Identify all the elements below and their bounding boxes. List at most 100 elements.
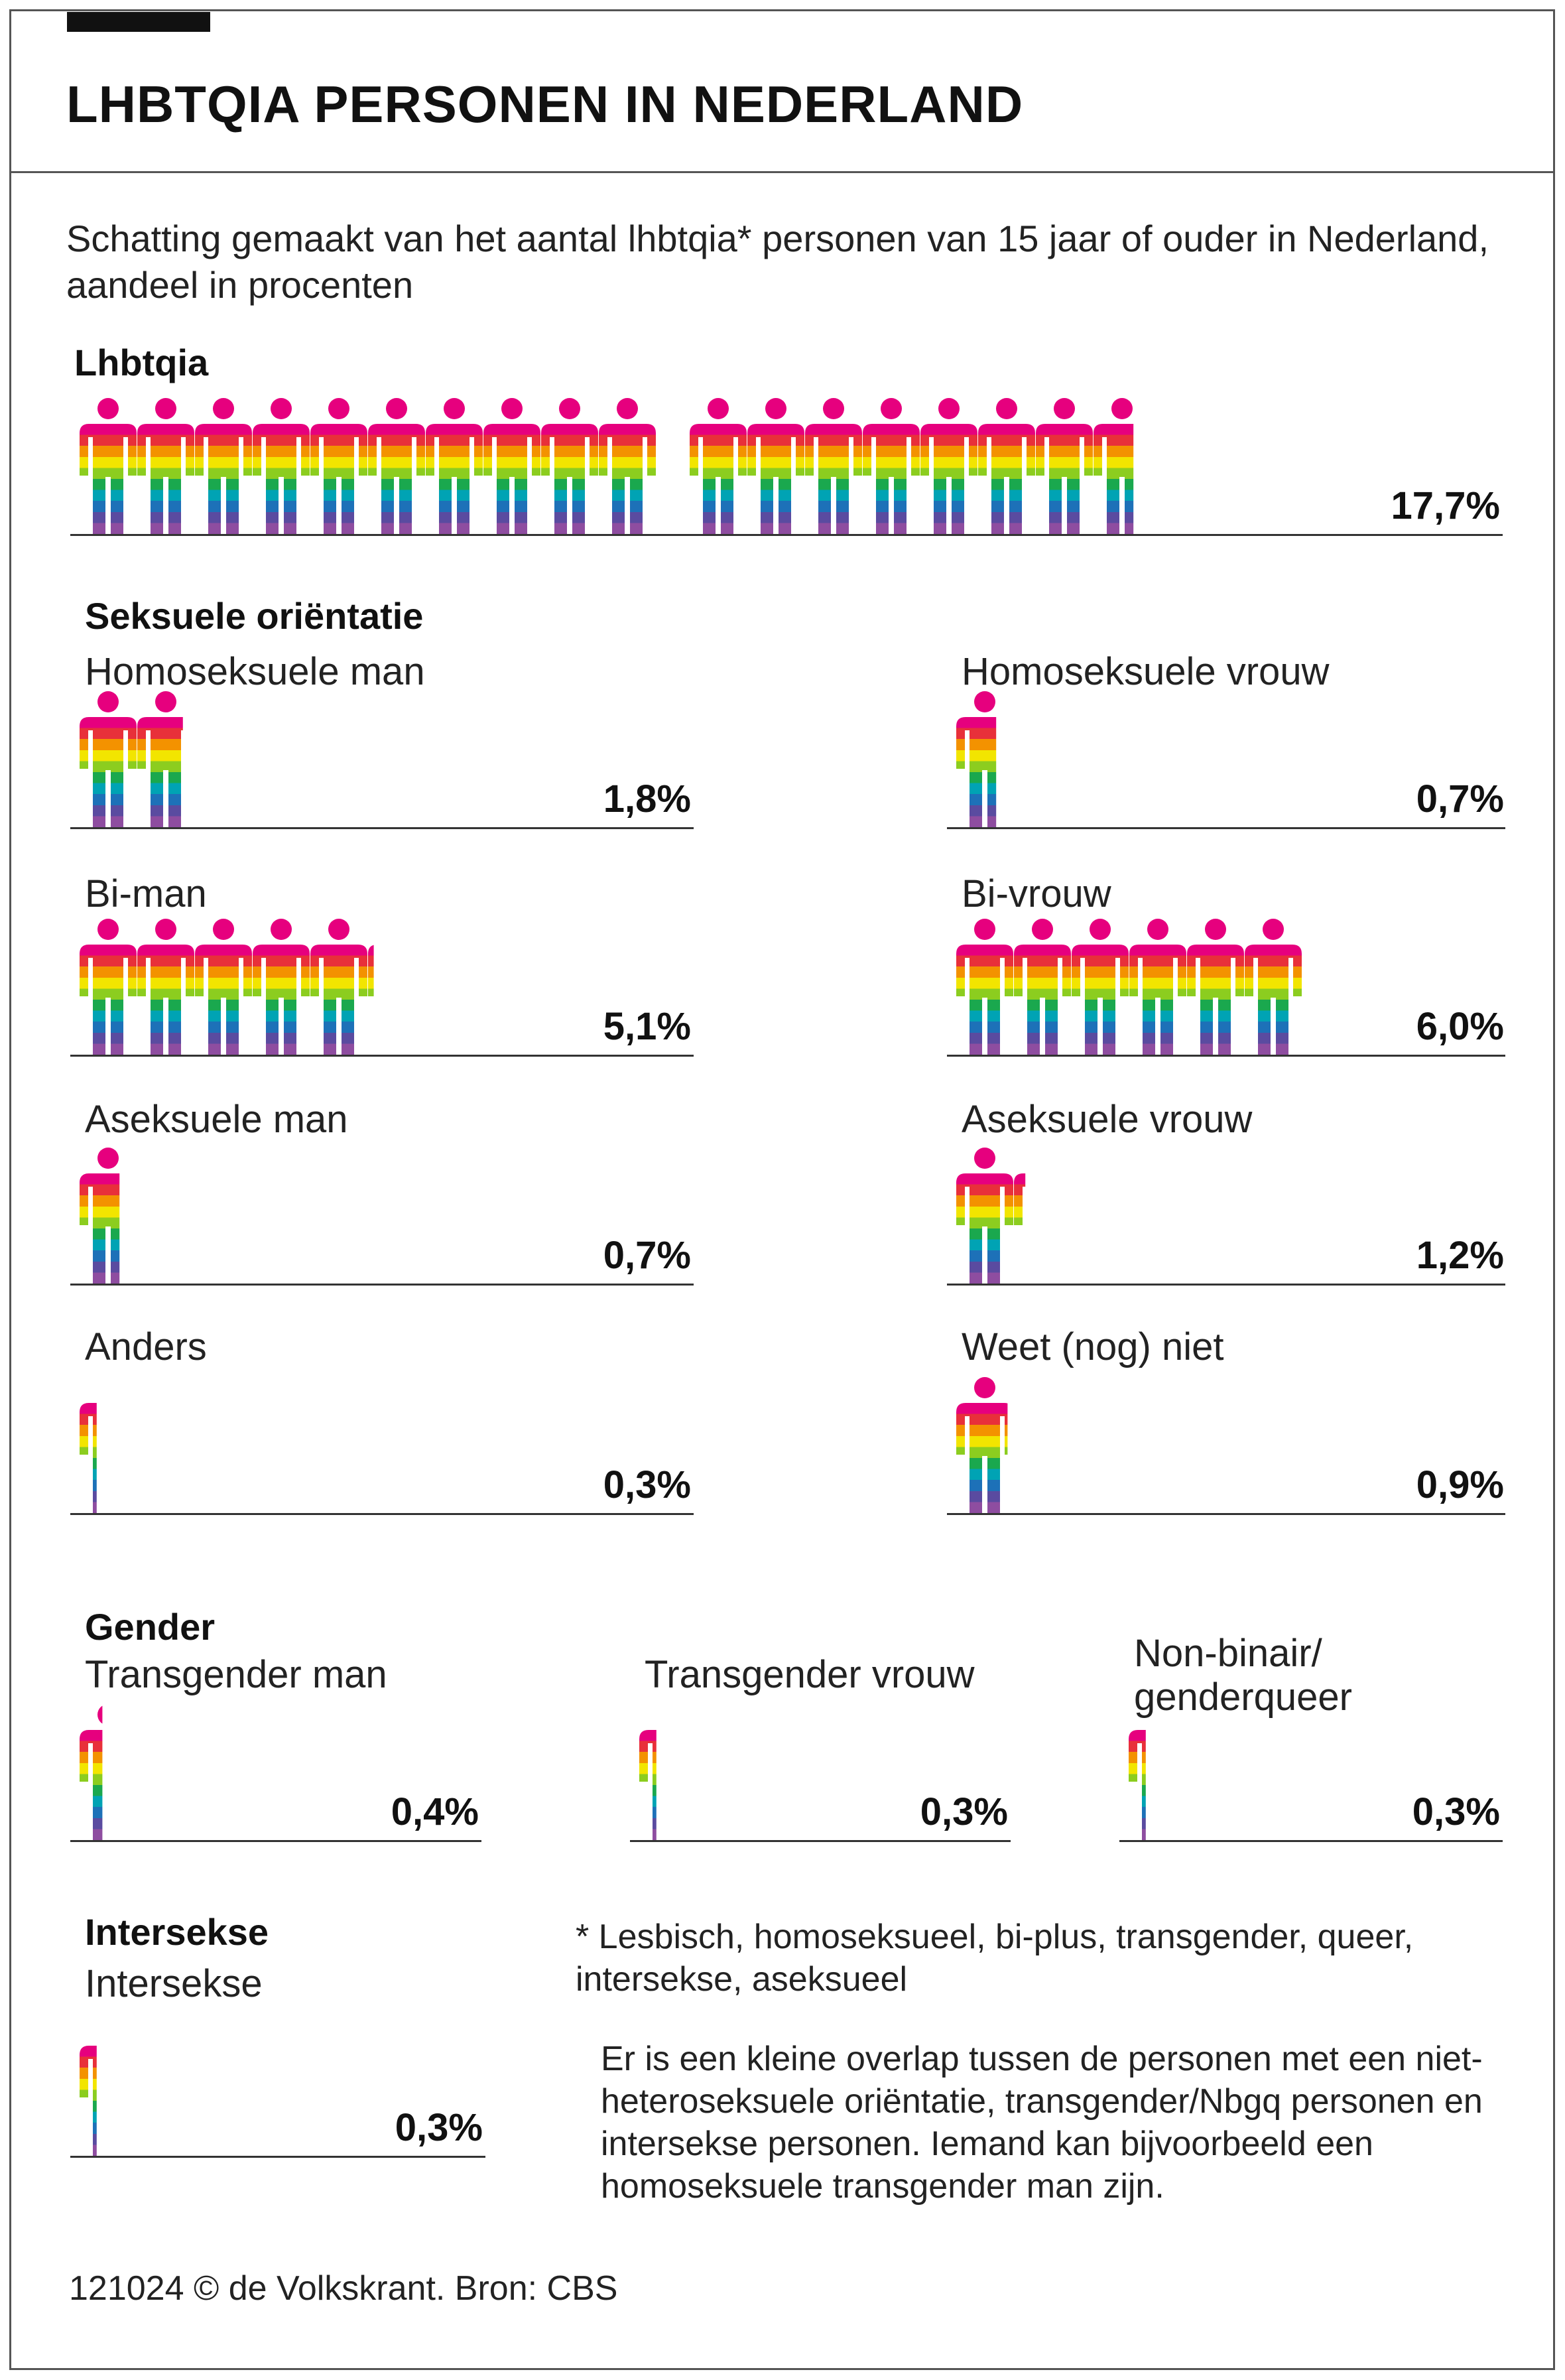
- pictogram-icons: [80, 1705, 103, 1840]
- person-icon: [80, 1403, 97, 1513]
- person-icon: [599, 398, 656, 534]
- person-icon: [1129, 1730, 1146, 1840]
- person-icon: [1094, 398, 1134, 534]
- pictogram-icons: [80, 1403, 97, 1513]
- person-icon: [310, 919, 367, 1055]
- person-icon: [253, 398, 310, 534]
- person-icon: [920, 398, 977, 534]
- baseline: [947, 1284, 1505, 1286]
- person-icon: [80, 398, 137, 534]
- person-icon: [747, 398, 804, 534]
- baseline: [70, 1840, 481, 1842]
- value-label: 0,7%: [1416, 777, 1504, 821]
- pictogram-icons: [956, 1148, 1026, 1284]
- person-icon: [195, 919, 252, 1055]
- value-label: 5,1%: [603, 1005, 691, 1048]
- baseline: [947, 1513, 1505, 1515]
- person-icon: [368, 398, 425, 534]
- category-label: Transgender vrouw: [645, 1653, 975, 1696]
- pictogram-icons: [80, 398, 1134, 534]
- person-icon: [426, 398, 483, 534]
- category-label: Homoseksuele man: [85, 650, 425, 693]
- baseline: [1119, 1840, 1503, 1842]
- baseline: [70, 1513, 694, 1515]
- person-icon: [1072, 919, 1129, 1055]
- value-label: 17,7%: [1391, 484, 1500, 527]
- value-label: 0,3%: [1412, 1790, 1500, 1833]
- person-icon: [195, 398, 252, 534]
- person-icon: [1014, 919, 1071, 1055]
- heading-lhbtqia: Lhbtqia: [74, 342, 209, 383]
- person-icon: [805, 398, 862, 534]
- category-label: Homoseksuele vrouw: [962, 650, 1330, 693]
- person-icon: [1129, 919, 1186, 1055]
- value-label: 6,0%: [1416, 1005, 1504, 1048]
- pictogram-icons: [1129, 1730, 1146, 1840]
- heading-gender: Gender: [85, 1606, 216, 1648]
- person-icon: [1245, 919, 1302, 1055]
- person-icon: [80, 919, 137, 1055]
- person-icon: [253, 919, 310, 1055]
- top-accent-bar: [67, 12, 210, 32]
- person-icon: [310, 398, 367, 534]
- baseline: [70, 827, 694, 829]
- value-label: 0,3%: [603, 1463, 691, 1506]
- person-icon: [137, 691, 183, 827]
- value-label: 1,8%: [603, 777, 691, 821]
- category-label: Transgender man: [85, 1653, 387, 1696]
- value-label: 0,4%: [391, 1790, 479, 1833]
- subtitle: Schatting gemaakt van het aantal lhbtqia…: [66, 218, 1489, 306]
- person-icon: [80, 691, 137, 827]
- person-icon: [978, 398, 1035, 534]
- overlap-note: Er is een kleine overlap tussen de perso…: [601, 2040, 1483, 2206]
- category-label: Intersekse: [85, 1962, 263, 2005]
- person-icon: [956, 919, 1013, 1055]
- value-label: 0,9%: [1416, 1463, 1504, 1506]
- person-icon: [483, 398, 540, 534]
- baseline: [70, 1055, 694, 1057]
- value-label: 0,3%: [920, 1790, 1008, 1833]
- person-icon: [368, 945, 374, 996]
- person-icon: [1036, 398, 1093, 534]
- person-icon: [956, 1377, 1008, 1513]
- person-icon: [541, 398, 598, 534]
- category-label: Non-binair/ genderqueer: [1134, 1632, 1352, 1719]
- person-icon: [137, 919, 194, 1055]
- person-icon: [956, 1148, 1013, 1284]
- baseline: [947, 827, 1505, 829]
- source-credit: 121024 © de Volkskrant. Bron: CBS: [69, 2269, 618, 2308]
- category-label: Anders: [85, 1325, 207, 1368]
- heading-intersex: Intersekse: [85, 1911, 269, 1953]
- value-label: 0,3%: [395, 2106, 483, 2149]
- person-icon: [1187, 919, 1244, 1055]
- pictogram-icons: [956, 1377, 1008, 1513]
- pictogram-icons: [80, 691, 183, 827]
- value-label: 1,2%: [1416, 1234, 1504, 1277]
- value-label: 0,7%: [603, 1234, 691, 1277]
- category-label: Aseksuele vrouw: [962, 1098, 1253, 1141]
- person-icon: [639, 1730, 657, 1840]
- category-label: Bi-vrouw: [962, 872, 1111, 915]
- title-divider: [9, 171, 1555, 173]
- person-icon: [80, 1148, 120, 1284]
- person-icon: [80, 2046, 97, 2156]
- pictogram-icons: [80, 1148, 120, 1284]
- person-icon: [80, 1705, 103, 1840]
- baseline: [630, 1840, 1011, 1842]
- footnote: * Lesbisch, homoseksueel, bi-plus, trans…: [576, 1918, 1414, 1999]
- frame: [9, 9, 1555, 2370]
- baseline: [70, 534, 1503, 536]
- baseline: [947, 1055, 1505, 1057]
- person-icon: [956, 691, 997, 827]
- pictogram-icons: [639, 1730, 657, 1840]
- person-icon: [137, 398, 194, 534]
- person-icon: [1014, 1173, 1026, 1225]
- pictogram-icons: [80, 919, 374, 1055]
- category-label: Weet (nog) niet: [962, 1325, 1224, 1368]
- category-label: Bi-man: [85, 872, 207, 915]
- baseline: [70, 1284, 694, 1286]
- pictogram-icons: [956, 691, 997, 827]
- category-label: Aseksuele man: [85, 1098, 348, 1141]
- page-title: LHBTQIA PERSONEN IN NEDERLAND: [66, 75, 1024, 133]
- pictogram-icons: [80, 2046, 97, 2156]
